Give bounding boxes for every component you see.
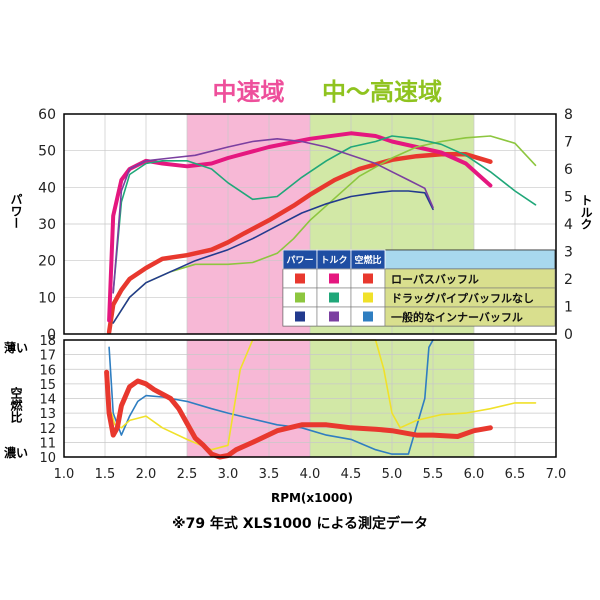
legend-table: パワー トルク 空燃比ローパスバッフルドラッグパイプバッフルなし一般的なインナーバッ… [282, 249, 556, 327]
rpm-tick-label: 5.5 [423, 467, 444, 482]
bottom-panel-frame [63, 339, 557, 458]
power-tick-label: 0 [47, 327, 56, 343]
power-tick-label: 40 [38, 180, 56, 196]
legend-row-label: ローパスバッフル [391, 273, 479, 286]
caption: ※79 年式 XLS1000 による測定データ [172, 515, 428, 532]
rpm-tick-label: 3.0 [218, 467, 239, 482]
rpm-tick-label: 5.0 [382, 467, 403, 482]
torque-tick-label: 2 [564, 272, 573, 288]
afr-tick-label: 18 [39, 334, 56, 349]
legend-swatch [295, 311, 305, 322]
torque-tick-label: 1 [564, 300, 573, 316]
power-tick-label: 10 [38, 290, 56, 306]
legend-swatch [329, 273, 339, 284]
afr-tick-label: 17 [39, 349, 56, 364]
legend-swatch [363, 273, 373, 284]
legend-header-label: パワー [286, 254, 313, 266]
power-axis-label: パワー [9, 193, 23, 229]
power-tick-label: 20 [38, 254, 56, 270]
rich-label: 濃い [4, 445, 28, 460]
legend-label-cell [384, 306, 556, 327]
legend-swatch [295, 292, 305, 303]
torque-tick-label: 6 [564, 162, 573, 178]
legend-row-label: ドラッグパイプバッフルなし [391, 291, 534, 305]
x-axis-label: RPM(x1000) [271, 491, 353, 505]
afr-series-line [104, 369, 493, 460]
torque-tick-label: 0 [564, 327, 573, 343]
rpm-tick-label: 1.0 [54, 467, 75, 482]
power-tick-label: 60 [38, 107, 56, 123]
rpm-tick-label: 2.5 [177, 467, 198, 482]
rpm-tick-label: 2.0 [136, 467, 157, 482]
top-panel-series [106, 131, 537, 335]
afr-tick-label: 16 [39, 363, 56, 378]
rpm-tick-label: 4.5 [341, 467, 362, 482]
torque-axis-label: トルク [579, 194, 593, 230]
tick-labels: 0102030405060012345678101112131415161718… [38, 107, 573, 482]
legend-header-label: 空燃比 [354, 254, 381, 266]
legend-header-label: トルク [320, 255, 347, 266]
legend-swatch [295, 273, 305, 284]
legend-swatch [363, 292, 373, 303]
power-tick-label: 50 [38, 144, 56, 160]
torque-tick-label: 4 [564, 217, 573, 233]
torque-tick-label: 8 [564, 107, 573, 123]
afr-tick-label: 11 [39, 436, 56, 451]
power-series-line [112, 190, 434, 324]
power-series-line [106, 152, 493, 335]
region-label-mid-high: 中〜高速域 [322, 78, 442, 106]
afr-axis-label: 空燃比 [9, 386, 23, 424]
legend-row-label: 一般的なインナーバッフル [391, 310, 523, 324]
rpm-tick-label: 4.0 [300, 467, 321, 482]
rpm-tick-label: 1.5 [95, 467, 116, 482]
region-label-mid: 中速域 [213, 78, 285, 106]
legend-swatch [329, 292, 339, 303]
afr-tick-label: 14 [39, 393, 56, 408]
torque-tick-label: 3 [564, 245, 573, 261]
rpm-tick-label: 6.5 [505, 467, 526, 482]
torque-series-line [112, 135, 537, 294]
torque-tick-label: 7 [564, 135, 573, 151]
legend-swatch [329, 311, 339, 322]
rpm-tick-label: 7.0 [546, 467, 567, 482]
rpm-tick-label: 6.0 [464, 467, 485, 482]
afr-tick-label: 15 [39, 378, 56, 393]
afr-series-line [108, 339, 434, 455]
lean-label: 薄い [4, 340, 28, 355]
afr-tick-label: 12 [39, 422, 56, 437]
rpm-tick-label: 3.5 [259, 467, 280, 482]
legend-swatch [363, 311, 373, 322]
torque-tick-label: 5 [564, 190, 573, 206]
power-tick-label: 30 [38, 217, 56, 233]
torque-series-line [112, 138, 434, 294]
afr-tick-label: 10 [39, 451, 56, 466]
afr-tick-label: 13 [39, 407, 56, 422]
top-panel-frame [63, 113, 557, 335]
